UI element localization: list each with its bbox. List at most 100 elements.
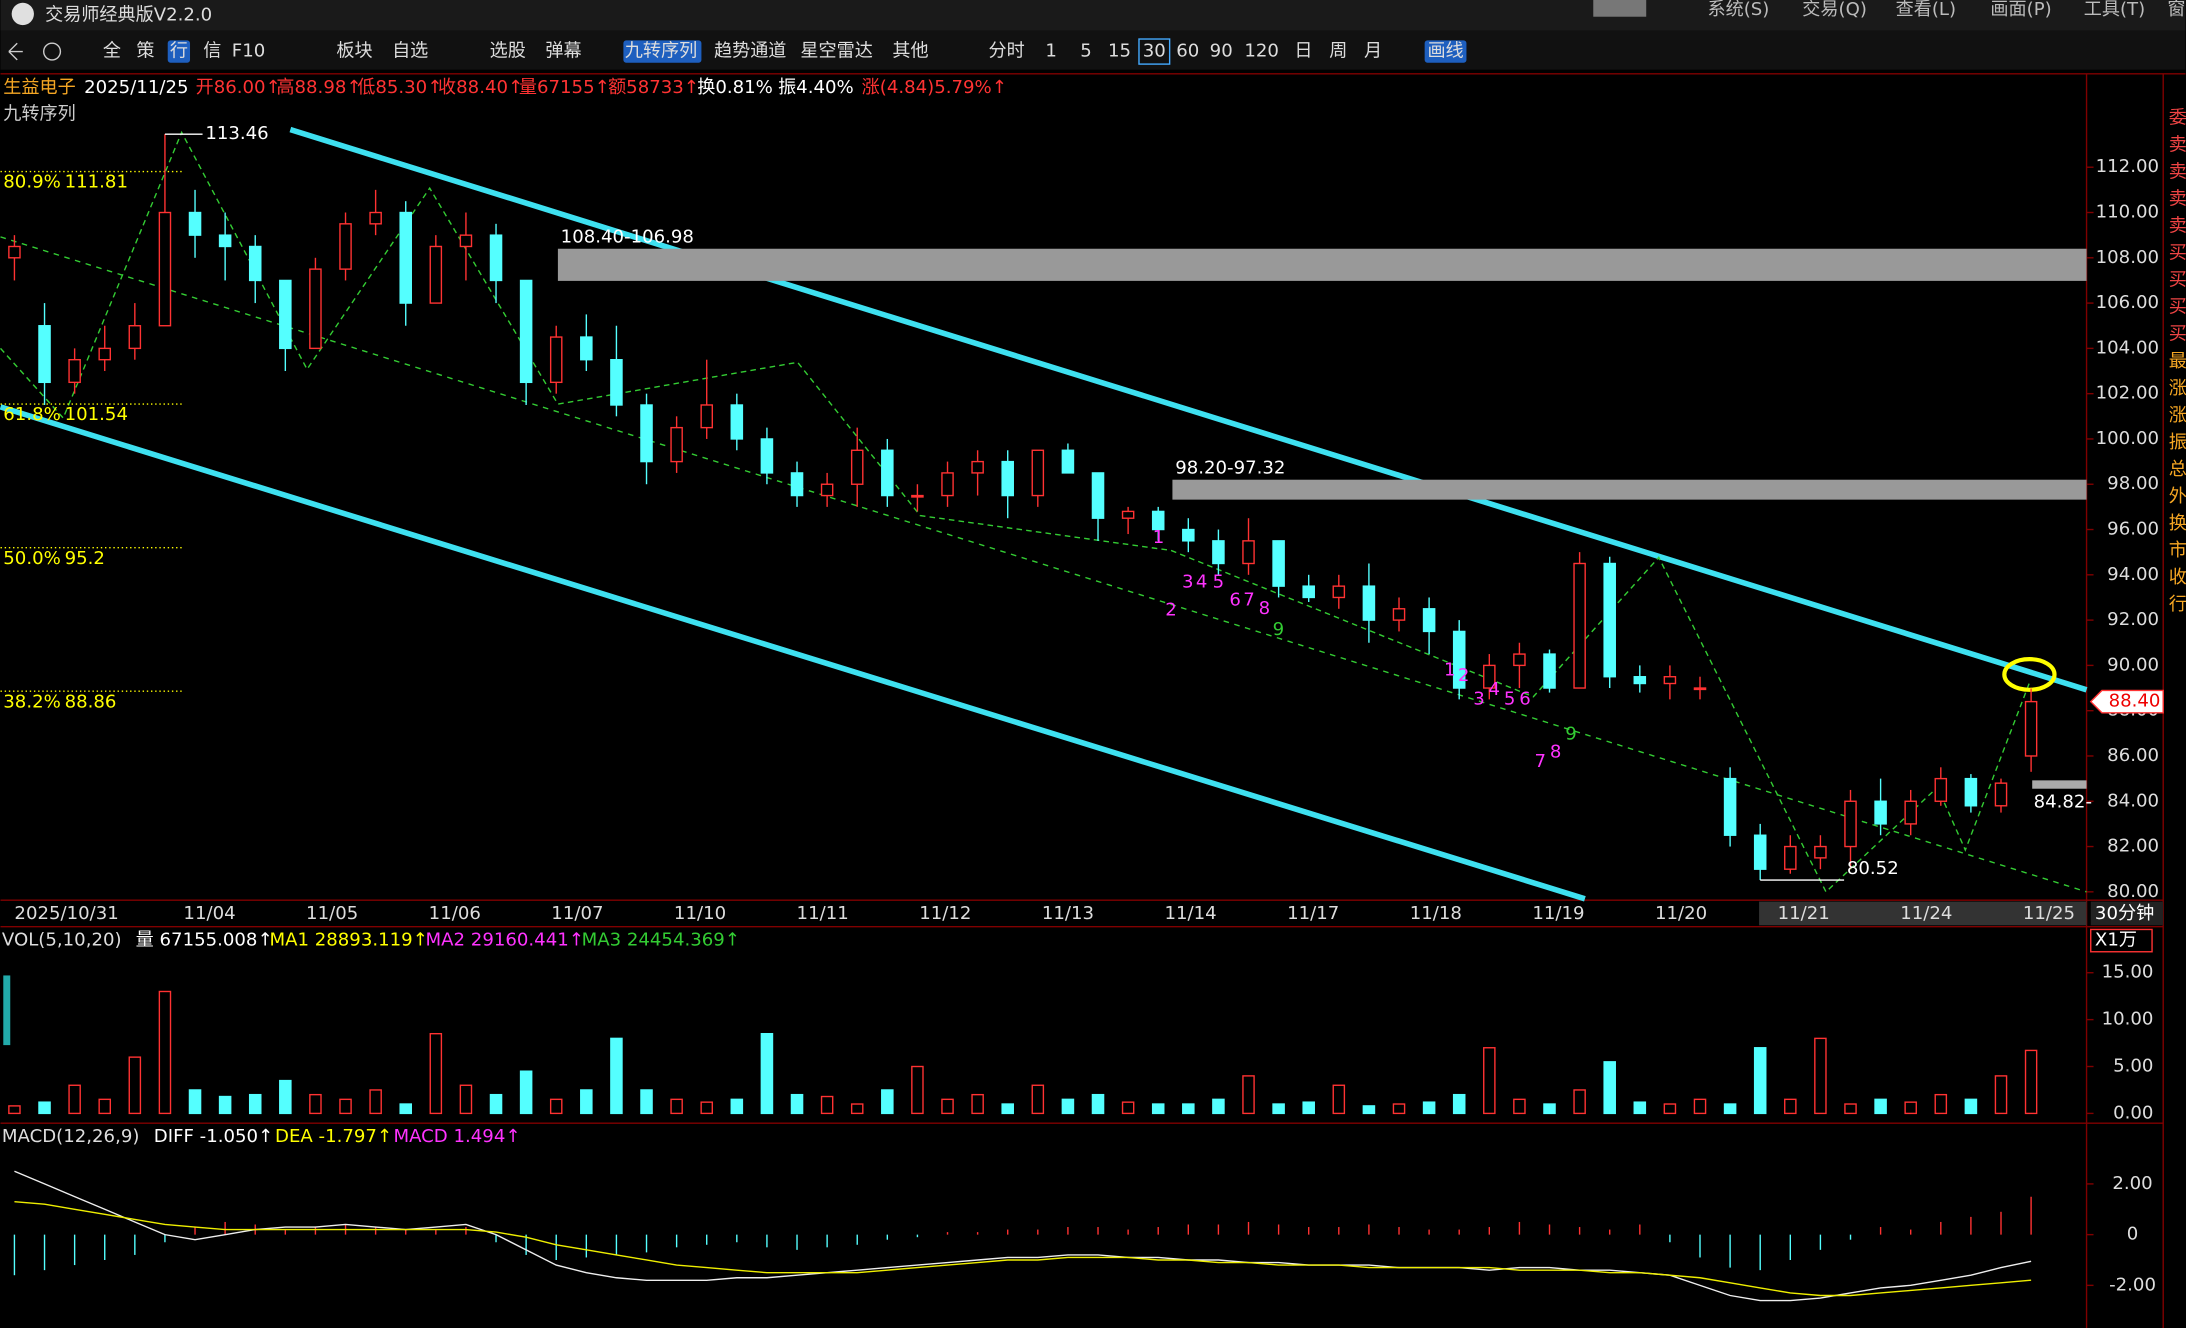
toolbar-item[interactable]: 日 [1294,41,1312,62]
toolbar-item[interactable]: 其他 [892,41,928,62]
indicator-name: 九转序列 [3,103,75,124]
candle-body [1994,782,2008,807]
candle-body [1001,460,1014,497]
toolbar-item[interactable]: 30 [1143,41,1166,62]
menu-item[interactable]: 系统(S) [1708,0,1770,20]
candle-body [1844,800,1857,848]
candle-body [98,347,112,361]
toolbar-item[interactable]: 60 [1176,41,1199,62]
toolbar-item[interactable]: 月 [1364,41,1382,62]
menu-item[interactable]: 交易(Q) [1802,0,1867,20]
toolbar-item[interactable]: 策 [136,41,154,62]
volume-bar [941,1098,954,1115]
candle-body [429,245,443,304]
title-bar [0,0,2186,31]
candle-body [760,438,774,474]
volume-bar [610,1037,623,1115]
y-tick-label: -4.00 [2109,1325,2156,1328]
menu-item[interactable]: 工具(T) [2084,0,2145,20]
y-tick-label: 98.00 [2107,473,2159,494]
toolbar-item[interactable]: 90 [1210,41,1233,62]
toolbar-item[interactable]: 全 [103,41,121,62]
volume-bar [1091,1093,1105,1115]
app-icon [11,2,34,26]
volume-bar [1212,1098,1225,1115]
toolbar-item[interactable]: 九转序列 [625,41,697,62]
toolbar-item[interactable]: 分时 [988,41,1024,62]
candle-body [1904,800,1917,825]
toolbar-item[interactable]: 选股 [490,41,526,62]
candle-body [68,358,81,384]
toolbar-item[interactable]: 周 [1329,41,1347,62]
x-tick-label: 11/06 [429,903,481,924]
candle-body [1272,540,1285,587]
toolbar-item[interactable]: 15 [1108,41,1131,62]
quote-field: 振4.40% [778,77,854,98]
y-tick-label: 2.00 [2112,1173,2152,1194]
menu-item[interactable]: 画面(P) [1990,0,2051,20]
candle-body [1483,664,1496,689]
toolbar-item[interactable]: 画线 [1427,41,1463,62]
candle-body [519,279,533,384]
toolbar-item[interactable]: 信 [203,41,221,62]
menu-item[interactable]: 查看(L) [1896,0,1956,20]
volume-bar [1904,1101,1917,1115]
candle-body [1513,653,1526,667]
candle-body [279,279,292,350]
volume-bar [1543,1103,1556,1115]
y-tick-label: 110.00 [2096,202,2159,223]
toolbar-item[interactable]: 星空雷达 [800,41,872,62]
volume-bar [1422,1101,1436,1115]
volume-bar [1814,1037,1827,1115]
price-tag-label: 88.40 [2109,691,2161,712]
volume-bar [1663,1103,1677,1115]
y-tick-label: 10.00 [2102,1009,2154,1030]
candle-body [339,223,352,270]
volume-bar [1031,1084,1045,1115]
toolbar-item[interactable]: 5 [1080,41,1092,62]
y-tick-label: 5.00 [2113,1056,2153,1077]
toolbar-item[interactable]: 板块 [336,41,372,62]
fib-value: 111.81 [65,172,128,193]
nine-turn-digit: 1 [1444,659,1456,680]
stock-name: 生益电子 [3,77,75,98]
menu-item[interactable]: 窗口 [2167,0,2186,20]
toolbar-item[interactable]: 弹幕 [545,41,581,62]
fib-value: 88.86 [65,691,117,712]
toolbar-active [623,40,702,63]
nine-turn-digit: 4 [1196,571,1208,592]
fib-value: 101.54 [65,404,128,425]
candle-body [610,358,623,406]
toolbar-item[interactable]: 趋势通道 [714,41,786,62]
x-tick-label: 2025/10/31 [14,903,118,924]
hand-icon[interactable] [43,42,62,61]
y-tick-label: 80.00 [2107,881,2159,902]
volume-bar [1272,1103,1285,1115]
toolbar-item[interactable]: 120 [1244,41,1279,62]
toolbar-item[interactable]: F10 [232,41,265,62]
volume-bar [790,1093,804,1115]
candle-body [971,460,984,474]
period-label: 30分钟 [2095,903,2154,924]
y-tick-label: 92.00 [2107,609,2159,630]
toolbar-item[interactable]: 1 [1045,41,1057,62]
volume-bar [309,1093,322,1115]
candle-body [640,404,653,463]
toolbar-item[interactable]: 自选 [392,41,428,62]
candle-body [1212,540,1225,565]
back-icon[interactable] [8,42,23,61]
y-tick-label: 82.00 [2107,836,2159,857]
x-tick-label: 11/14 [1164,903,1216,924]
volume-bar [580,1089,593,1115]
band-label: 98.20-97.32 [1175,458,1285,479]
volume-bar [730,1098,744,1115]
candle-body [850,449,864,485]
side-panel-label: 涨 [2169,378,2186,399]
x-tick-label: 11/24 [1900,903,1952,924]
candle-body [1543,653,1556,689]
channel-mid [0,236,2087,893]
highlight-circle [2002,657,2057,692]
toolbar-item[interactable]: 行 [170,41,188,62]
y-tick-label: 108.00 [2096,247,2159,268]
quote-field: 换0.81% [697,77,773,98]
